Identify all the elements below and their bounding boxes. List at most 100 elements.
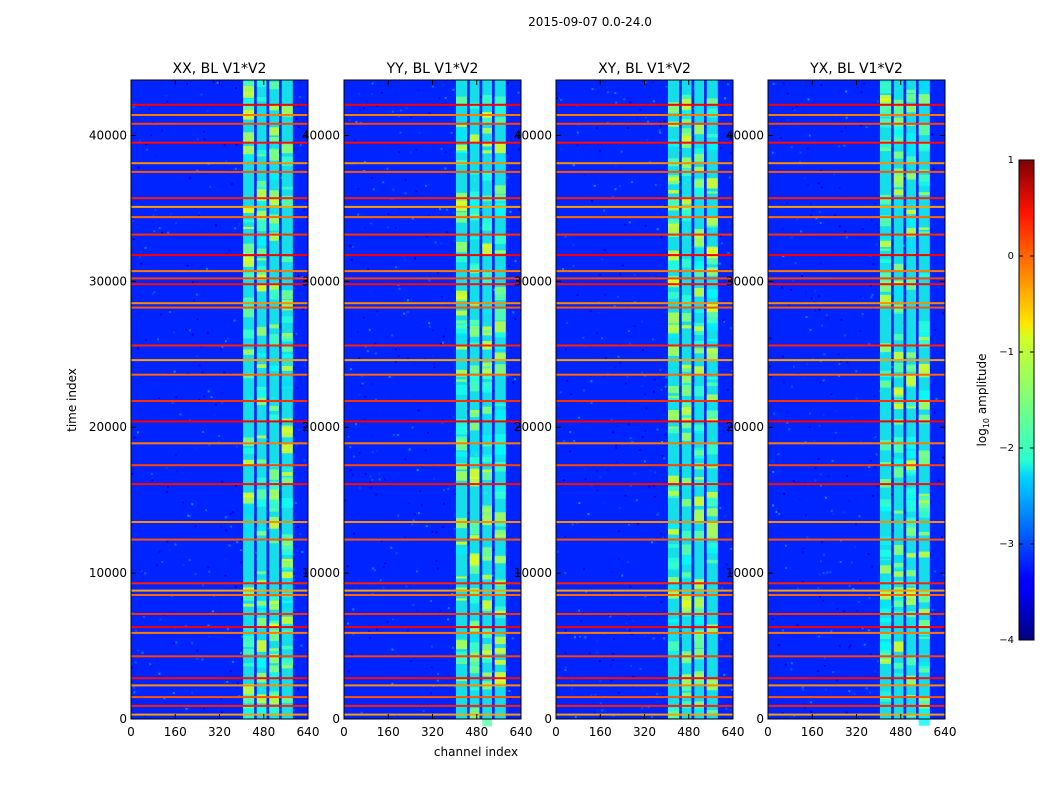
heatmap-noise-cell (865, 126, 868, 129)
heatmap-noise-cell (492, 362, 495, 365)
heatmap-noise-cell (772, 504, 775, 507)
heatmap-noise-cell (220, 526, 223, 529)
heatmap-noise-cell (863, 511, 866, 514)
band-variation-cell (694, 166, 704, 171)
heatmap-noise-cell (158, 227, 161, 230)
heatmap-noise-cell (479, 447, 482, 450)
heatmap-noise-cell (564, 535, 567, 538)
flagged-time-row (344, 582, 521, 585)
heatmap-noise-cell (627, 119, 629, 122)
band-variation-cell (681, 133, 692, 142)
heatmap-noise-cell (201, 658, 204, 661)
band-variation-cell (269, 127, 279, 136)
heatmap-noise-cell (627, 97, 630, 100)
band-variation-cell (482, 150, 492, 154)
band-variation-cell (694, 341, 704, 345)
heatmap-noise-cell (226, 681, 229, 683)
band-variation-cell (469, 134, 480, 143)
heatmap-noise-cell (620, 150, 623, 153)
heatmap-noise-cell (448, 484, 451, 487)
heatmap-noise-cell (871, 565, 874, 568)
band-variation-cell (456, 452, 468, 457)
y-tick-label: 20000 (89, 420, 127, 434)
heatmap-noise-cell (821, 541, 823, 544)
band-variation-cell (706, 508, 718, 517)
heatmap-noise-cell (142, 615, 145, 618)
flagged-time-row (556, 594, 733, 596)
heatmap-noise-cell (803, 110, 806, 113)
band-variation-cell (918, 715, 930, 726)
heatmap-noise-cell (354, 586, 357, 589)
heatmap-noise-cell (768, 564, 771, 566)
heatmap-noise-cell (867, 553, 870, 556)
flagged-time-row (344, 141, 521, 144)
heatmap-noise-cell (730, 547, 733, 550)
band-variation-cell (906, 241, 916, 248)
heatmap-noise-cell (366, 350, 369, 353)
band-variation-cell (906, 209, 916, 215)
band-variation-cell (456, 598, 468, 601)
heatmap-noise-cell (626, 375, 629, 378)
heatmap-noise-cell (855, 370, 858, 373)
heatmap-noise-cell (845, 90, 848, 93)
band-variation-cell (706, 348, 718, 360)
heatmap-noise-cell (292, 518, 295, 521)
band-variation-cell (281, 357, 293, 366)
heatmap-noise-cell (430, 600, 433, 603)
heatmap-noise-cell (366, 100, 368, 103)
heatmap-noise-cell (354, 423, 357, 426)
heatmap-noise-cell (468, 387, 471, 390)
heatmap-noise-cell (602, 502, 605, 505)
heatmap-noise-cell (572, 164, 575, 167)
heatmap-noise-cell (437, 452, 440, 455)
heatmap-noise-cell (480, 209, 483, 212)
heatmap-noise-cell (172, 692, 175, 694)
band-variation-cell (668, 523, 680, 531)
band-variation-cell (456, 677, 468, 682)
heatmap-noise-cell (403, 312, 406, 315)
heatmap-noise-cell (267, 527, 270, 530)
heatmap-noise-cell (588, 652, 591, 655)
band-variation-cell (243, 505, 255, 516)
heatmap-noise-cell (226, 326, 229, 329)
heatmap-noise-cell (571, 310, 574, 313)
heatmap-noise-cell (557, 349, 560, 352)
band-variation-cell (918, 273, 930, 278)
flagged-time-row (768, 655, 945, 658)
flagged-time-row (768, 594, 945, 596)
flagged-time-row (344, 283, 521, 286)
flagged-time-row (556, 216, 733, 219)
band-variation-cell (668, 102, 680, 114)
heatmap-noise-cell (440, 242, 443, 245)
heatmap-noise-cell (612, 195, 615, 198)
band-variation-cell (494, 364, 506, 376)
heatmap-noise-cell (788, 304, 791, 307)
heatmap-noise-cell (391, 110, 394, 113)
heatmap-noise-cell (663, 493, 666, 496)
heatmap-noise-cell (773, 304, 776, 307)
flagged-time-row (344, 205, 521, 208)
flagged-time-row (131, 538, 308, 541)
band-variation-cell (494, 194, 506, 198)
heatmap-noise-cell (202, 584, 205, 587)
heatmap-noise-cell (941, 535, 943, 538)
band-variation-cell (681, 197, 692, 205)
heatmap-noise-cell (822, 379, 825, 382)
flagged-time-row (768, 373, 945, 376)
band-variation-cell (469, 660, 480, 673)
heatmap-noise-cell (836, 576, 839, 579)
heatmap-noise-cell (840, 130, 843, 133)
heatmap-noise-cell (877, 226, 880, 229)
band-variation-cell (880, 650, 892, 660)
heatmap-noise-cell (173, 331, 176, 334)
band-variation-cell (469, 642, 480, 653)
band-variation-cell (256, 489, 267, 500)
band-variation-cell (694, 188, 704, 198)
flagged-time-row (131, 704, 308, 707)
heatmap-noise-cell (658, 512, 660, 514)
heatmap-noise-cell (442, 341, 444, 344)
heatmap-noise-cell (347, 670, 350, 673)
band-variation-cell (893, 200, 904, 210)
flagged-time-row (768, 684, 945, 687)
band-variation-cell (706, 542, 718, 549)
